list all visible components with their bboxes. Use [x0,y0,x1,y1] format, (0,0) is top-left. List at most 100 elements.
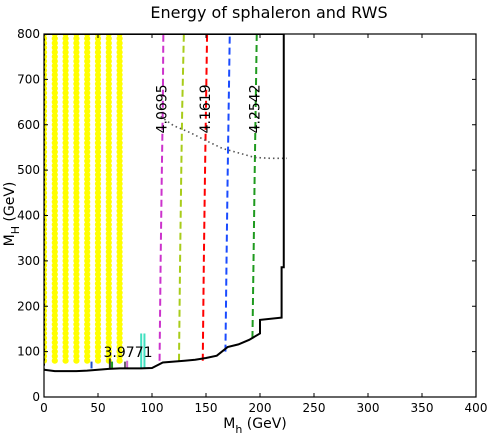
data-point [105,316,112,323]
data-point [73,98,80,106]
data-point [94,207,102,215]
data-point [94,271,102,278]
contour-line-5 [251,34,258,339]
data-point [73,248,80,255]
data-point [73,330,80,337]
data-point [105,130,112,137]
data-point [116,112,123,119]
data-point [73,334,80,342]
data-point [116,130,123,137]
data-point [51,103,58,110]
data-point [51,298,58,305]
data-point [51,312,58,319]
data-point [51,303,58,310]
data-point [62,212,69,219]
data-point [73,207,80,215]
data-point [62,103,69,110]
data-point [62,266,69,274]
data-point [105,271,112,278]
data-point [84,58,91,65]
data-point [51,58,58,65]
data-point [116,44,123,51]
data-point [116,117,123,124]
x-tick-label: 300 [357,401,380,415]
data-point [84,230,91,237]
data-point [116,248,123,255]
data-point [105,176,112,183]
data-point [84,353,91,360]
data-point [94,176,102,183]
data-point [73,176,80,183]
data-point [84,167,91,174]
contour-line-3 [201,34,209,361]
data-point [84,325,91,333]
data-point [105,321,112,328]
data-point [94,203,102,210]
data-point [62,321,69,328]
data-point [116,58,123,65]
data-point [105,135,112,142]
data-point [105,312,112,319]
data-point [84,185,91,192]
data-point [116,167,123,174]
data-point [116,135,123,142]
data-point [51,353,58,360]
data-point [73,221,80,228]
data-point [116,194,123,201]
data-point [62,167,69,174]
data-point [51,80,58,88]
data-point [51,221,58,228]
y-tick-label: 0 [32,390,40,404]
data-point [62,117,69,124]
data-point [51,62,58,69]
data-point [105,148,112,156]
data-point [73,271,80,278]
data-point [105,121,112,128]
data-point [51,343,58,351]
data-point [105,58,112,65]
data-point [105,139,112,146]
data-point [51,239,58,246]
y-axis-label-sub: H [9,226,22,234]
data-point [62,348,69,355]
data-point [62,171,69,178]
data-point [94,94,102,101]
data-point [73,49,80,56]
data-point [105,67,112,74]
data-point [62,357,69,364]
data-point [84,226,91,233]
data-point [105,53,112,60]
data-point [116,53,123,60]
data-point [116,343,123,351]
data-point [84,235,91,242]
data-point [105,226,112,233]
data-point [116,126,123,133]
data-point [62,353,69,360]
data-point [51,139,58,146]
data-point [116,80,123,88]
data-point [116,339,123,346]
data-point [73,121,80,128]
data-point [94,180,102,187]
data-point [116,89,123,97]
data-point [84,130,91,137]
data-point [51,148,58,156]
data-point [62,239,69,246]
data-point [94,103,102,110]
data-point [51,162,58,169]
data-point [116,226,123,233]
data-point [73,108,80,115]
x-tick-label: 400 [465,401,488,415]
data-point [116,321,123,328]
axis-ticks: 0 50 100 150 200 250 300 350 400 0 100 200 300 400 500… [17,27,487,415]
data-point [62,180,69,187]
data-point [94,62,102,69]
data-point [105,216,112,224]
data-point [105,334,112,342]
data-point [105,230,112,237]
data-point [94,117,102,124]
data-point [94,53,102,60]
data-point [73,85,80,92]
data-point [84,262,91,269]
